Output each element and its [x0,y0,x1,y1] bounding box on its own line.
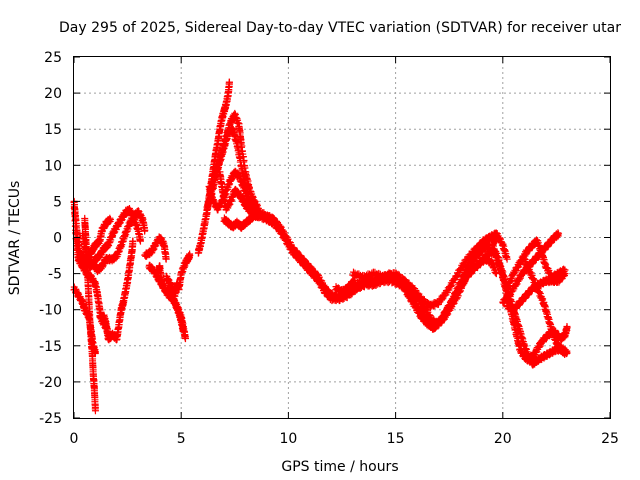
data-points [70,78,571,415]
data-point [106,215,114,223]
data-point [225,78,233,86]
data-point [91,407,99,415]
data-point [179,327,187,335]
data-point [129,237,137,245]
data-point [186,252,194,260]
chart-title: Day 295 of 2025, Sidereal Day-to-day VTE… [59,20,621,36]
data-point [181,335,189,343]
data-point [136,237,144,245]
data-point [141,226,149,234]
data-point [162,255,170,263]
